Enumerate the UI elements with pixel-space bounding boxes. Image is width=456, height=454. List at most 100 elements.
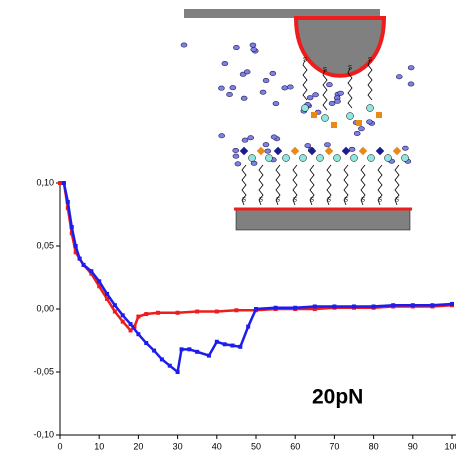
node bbox=[366, 104, 374, 112]
linker-label: S bbox=[323, 68, 327, 74]
data-point bbox=[61, 181, 66, 185]
linker-label: S bbox=[303, 58, 307, 64]
molecule-dot bbox=[218, 85, 225, 91]
linker-label: S bbox=[327, 198, 331, 204]
y-tick-label: 0,00 bbox=[36, 303, 54, 313]
molecule-dot bbox=[348, 146, 356, 152]
molecule-dot bbox=[306, 95, 314, 101]
data-point bbox=[112, 303, 117, 308]
y-tick-label: 0,10 bbox=[36, 177, 54, 187]
x-tick-label: 10 bbox=[94, 441, 104, 451]
molecule-dot bbox=[353, 130, 361, 136]
molecule-dot bbox=[337, 90, 344, 96]
node bbox=[367, 154, 375, 162]
data-point bbox=[206, 353, 211, 358]
node bbox=[346, 112, 354, 120]
data-point bbox=[144, 312, 149, 317]
molecule-dot bbox=[249, 42, 257, 48]
linker-label: S bbox=[259, 198, 263, 204]
molecule-dot bbox=[226, 91, 233, 97]
node bbox=[265, 154, 273, 162]
linker-label: S bbox=[293, 198, 297, 204]
annotation: 20pN bbox=[312, 386, 363, 409]
molecule-dot bbox=[233, 45, 240, 51]
data-point bbox=[105, 291, 110, 296]
node bbox=[375, 146, 385, 156]
node bbox=[273, 146, 283, 156]
molecule-dot bbox=[334, 98, 341, 104]
molecule-dot bbox=[234, 161, 242, 167]
data-point bbox=[450, 301, 454, 306]
chain bbox=[360, 164, 366, 206]
data-point bbox=[254, 307, 258, 311]
y-tick-label: -0,05 bbox=[33, 366, 54, 376]
node bbox=[239, 146, 249, 156]
x-tick-label: 40 bbox=[212, 441, 222, 451]
node bbox=[299, 154, 307, 162]
data-point bbox=[89, 269, 94, 274]
data-point bbox=[167, 363, 172, 368]
molecule-dot bbox=[247, 135, 255, 141]
data-point bbox=[214, 309, 219, 314]
data-point bbox=[65, 199, 70, 204]
x-tick-label: 30 bbox=[173, 441, 183, 451]
data-point bbox=[132, 324, 137, 329]
node bbox=[316, 154, 324, 162]
data-point bbox=[120, 319, 125, 324]
molecule-dot bbox=[366, 119, 373, 125]
data-point bbox=[69, 225, 74, 230]
chain bbox=[309, 164, 315, 206]
data-point bbox=[128, 328, 133, 333]
molecule-dot bbox=[262, 78, 270, 84]
node bbox=[356, 120, 362, 126]
linker-label: S bbox=[348, 66, 352, 72]
y-tick-label: -0,10 bbox=[33, 429, 54, 439]
data-point bbox=[159, 357, 164, 362]
data-point bbox=[312, 304, 317, 309]
linker-label: S bbox=[361, 198, 365, 204]
x-tick-label: 60 bbox=[290, 441, 300, 451]
chain bbox=[347, 67, 353, 109]
data-point bbox=[371, 304, 376, 309]
molecule-dot bbox=[250, 46, 258, 52]
node bbox=[311, 112, 317, 118]
molecule-dot bbox=[304, 143, 312, 149]
data-point bbox=[175, 310, 180, 315]
node bbox=[248, 154, 256, 162]
data-point bbox=[69, 231, 74, 236]
inset-diagram: S S S S S S S S S S S S S S bbox=[180, 9, 415, 231]
data-point bbox=[97, 284, 102, 289]
molecule-dot bbox=[395, 74, 403, 80]
linker-label: S bbox=[368, 58, 372, 64]
data-point bbox=[187, 347, 192, 352]
molecule-dot bbox=[324, 142, 331, 148]
cantilever bbox=[184, 9, 380, 18]
data-point bbox=[58, 181, 62, 185]
data-point bbox=[105, 296, 110, 301]
linker-label: S bbox=[276, 198, 280, 204]
node bbox=[256, 146, 266, 156]
molecule-dot bbox=[180, 42, 188, 48]
data-point bbox=[332, 304, 337, 309]
data-point bbox=[81, 262, 86, 267]
molecule-dot bbox=[264, 148, 272, 154]
data-point bbox=[391, 303, 396, 308]
data-point bbox=[73, 250, 78, 255]
chain bbox=[367, 59, 373, 101]
chain bbox=[326, 164, 332, 206]
molecule-dot bbox=[407, 81, 415, 87]
linker-label: S bbox=[310, 198, 314, 204]
substrate bbox=[235, 209, 411, 231]
node bbox=[392, 146, 402, 156]
data-point bbox=[430, 303, 435, 308]
data-point bbox=[230, 343, 235, 348]
x-tick-label: 70 bbox=[329, 441, 339, 451]
molecule-dot bbox=[232, 153, 240, 159]
node bbox=[358, 146, 368, 156]
molecule-dot bbox=[240, 95, 248, 101]
chain bbox=[258, 164, 264, 206]
node bbox=[324, 146, 334, 156]
node bbox=[376, 112, 382, 118]
